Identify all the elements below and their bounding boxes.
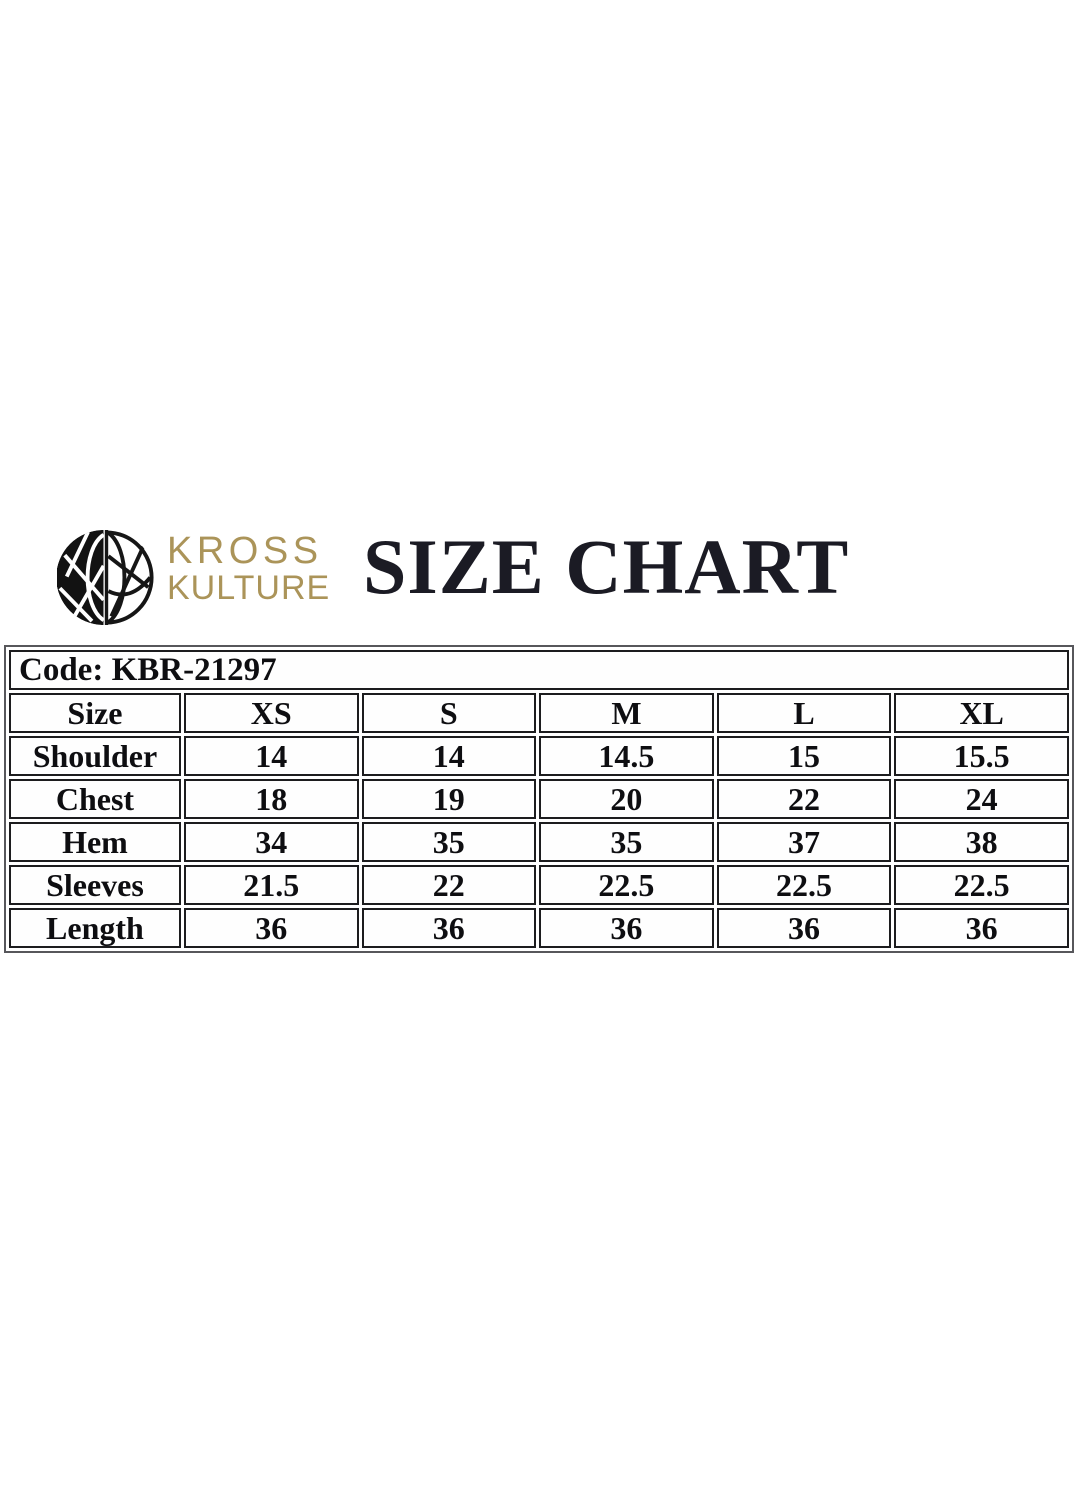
size-value: 38 xyxy=(894,822,1069,862)
table-row-hem: Hem 34 35 35 37 38 xyxy=(9,822,1069,862)
size-value: 22.5 xyxy=(894,865,1069,905)
column-header-m: M xyxy=(539,693,714,733)
kross-kulture-globe-icon xyxy=(57,529,154,626)
size-value: 36 xyxy=(361,908,537,948)
size-value: 36 xyxy=(539,908,714,948)
brand-name-line2: KULTURE xyxy=(167,569,331,607)
product-code: Code: KBR-21297 xyxy=(9,650,1069,690)
size-value: 21.5 xyxy=(183,865,359,905)
brand-name-line1: KROSS xyxy=(167,530,323,572)
size-value: 20 xyxy=(539,779,714,819)
column-header-l: L xyxy=(716,693,892,733)
size-value: 15 xyxy=(716,736,892,776)
size-value: 36 xyxy=(183,908,359,948)
column-header-size: Size xyxy=(9,693,181,733)
size-value: 15.5 xyxy=(894,736,1069,776)
size-value: 14 xyxy=(361,736,537,776)
size-value: 22 xyxy=(361,865,537,905)
row-label: Chest xyxy=(9,779,181,819)
table-row-shoulder: Shoulder 14 14 14.5 15 15.5 xyxy=(9,736,1069,776)
size-value: 18 xyxy=(183,779,359,819)
row-label: Length xyxy=(9,908,181,948)
size-chart-table: Code: KBR-21297 Size XS S M L XL Shoulde… xyxy=(4,645,1074,953)
size-value: 35 xyxy=(361,822,537,862)
row-label: Shoulder xyxy=(9,736,181,776)
size-value: 35 xyxy=(539,822,714,862)
brand-name: KROSS KULTURE xyxy=(167,530,331,607)
column-header-xs: XS xyxy=(183,693,359,733)
column-header-s: S xyxy=(361,693,537,733)
size-value: 19 xyxy=(361,779,537,819)
row-label: Sleeves xyxy=(9,865,181,905)
brand-header: KROSS KULTURE SIZE CHART xyxy=(57,527,1057,637)
row-label: Hem xyxy=(9,822,181,862)
code-row: Code: KBR-21297 xyxy=(9,650,1069,690)
size-value: 22.5 xyxy=(539,865,714,905)
size-value: 36 xyxy=(894,908,1069,948)
size-value: 34 xyxy=(183,822,359,862)
size-value: 24 xyxy=(894,779,1069,819)
column-header-xl: XL xyxy=(894,693,1069,733)
size-value: 22.5 xyxy=(716,865,892,905)
size-value: 14 xyxy=(183,736,359,776)
size-value: 14.5 xyxy=(539,736,714,776)
size-value: 37 xyxy=(716,822,892,862)
size-header-row: Size XS S M L XL xyxy=(9,693,1069,733)
size-value: 36 xyxy=(716,908,892,948)
table-row-sleeves: Sleeves 21.5 22 22.5 22.5 22.5 xyxy=(9,865,1069,905)
table-row-length: Length 36 36 36 36 36 xyxy=(9,908,1069,948)
size-value: 22 xyxy=(716,779,892,819)
page-title: SIZE CHART xyxy=(363,523,850,610)
table-row-chest: Chest 18 19 20 22 24 xyxy=(9,779,1069,819)
